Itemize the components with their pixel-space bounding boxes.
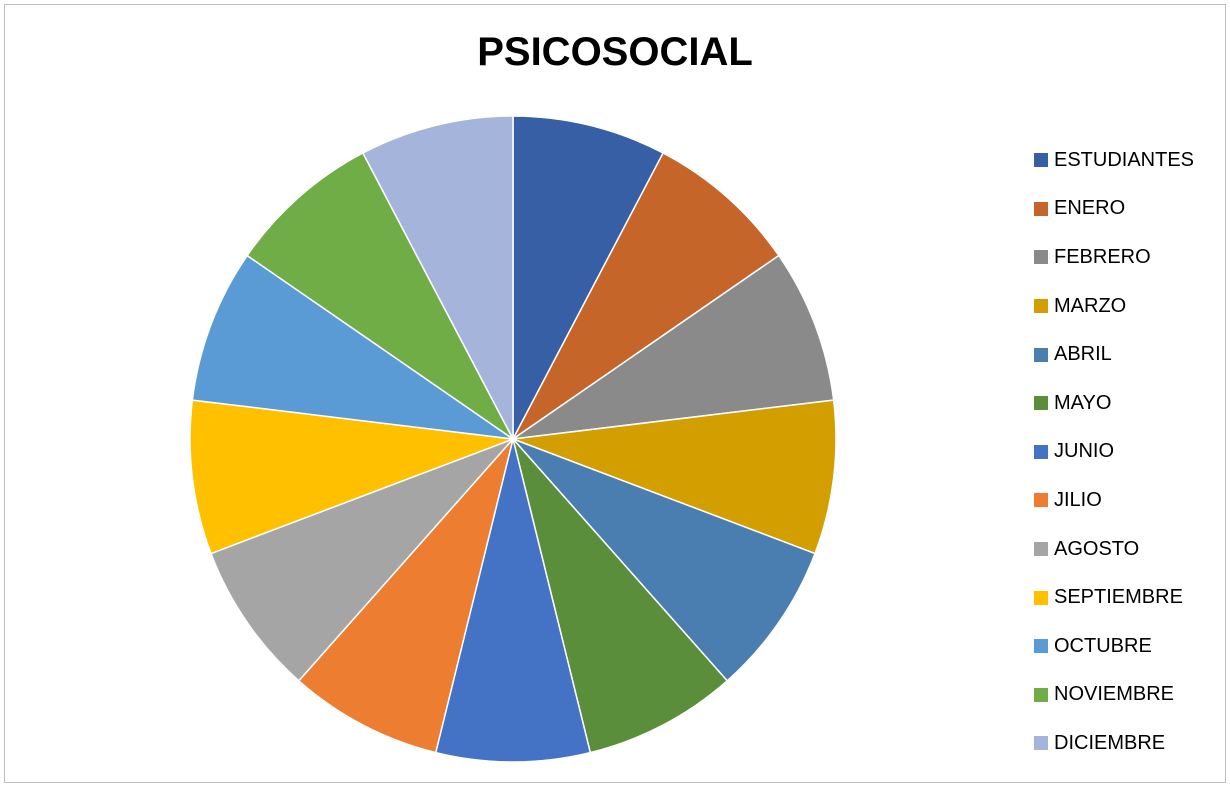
pie-slice-septiembre bbox=[189, 399, 514, 555]
pie-slice-noviembre bbox=[246, 151, 514, 440]
legend-label: AGOSTO bbox=[1054, 537, 1140, 560]
legend-swatch bbox=[1034, 542, 1048, 557]
legend-item-estudiantes: ESTUDIANTES bbox=[1034, 136, 1194, 185]
legend-swatch bbox=[1034, 250, 1048, 265]
legend-item-septiembre: SEPTIEMBRE bbox=[1034, 573, 1194, 622]
legend-swatch bbox=[1034, 201, 1048, 216]
legend-swatch bbox=[1034, 444, 1048, 459]
legend-label: ABRIL bbox=[1054, 343, 1112, 366]
legend-item-diciembre: DICIEMBRE bbox=[1034, 719, 1194, 768]
pie-slice-enero bbox=[512, 151, 780, 440]
legend-item-febrero: FEBRERO bbox=[1034, 233, 1194, 282]
legend-label: MARZO bbox=[1054, 294, 1127, 317]
legend-label: MAYO bbox=[1054, 391, 1112, 414]
legend-swatch bbox=[1034, 396, 1048, 411]
legend-swatch bbox=[1034, 639, 1048, 654]
legend-swatch bbox=[1034, 736, 1048, 751]
legend-label: ESTUDIANTES bbox=[1054, 148, 1195, 171]
legend-swatch bbox=[1034, 347, 1048, 362]
pie-slices bbox=[189, 115, 837, 763]
legend-label: NOVIEMBRE bbox=[1054, 683, 1175, 706]
legend-item-jilio: JILIO bbox=[1034, 476, 1194, 525]
pie-slice-octubre bbox=[191, 254, 514, 440]
legend-item-abril: ABRIL bbox=[1034, 330, 1194, 379]
legend-label: JUNIO bbox=[1054, 440, 1114, 463]
legend-swatch bbox=[1034, 687, 1048, 702]
chart-legend: ESTUDIANTES ENERO FEBRERO MARZO ABRIL MAYO JUN… bbox=[1034, 136, 1194, 768]
legend-label: SEPTIEMBRE bbox=[1054, 586, 1183, 609]
pie-slice-estudiantes bbox=[512, 115, 665, 440]
legend-label: JILIO bbox=[1054, 488, 1102, 511]
legend-swatch bbox=[1034, 299, 1048, 314]
legend-item-agosto: AGOSTO bbox=[1034, 525, 1194, 574]
legend-item-enero: ENERO bbox=[1034, 185, 1194, 234]
legend-label: OCTUBRE bbox=[1054, 634, 1152, 657]
legend-label: FEBRERO bbox=[1054, 245, 1151, 268]
pie-slice-marzo bbox=[512, 399, 837, 555]
legend-item-junio: JUNIO bbox=[1034, 428, 1194, 477]
pie-slice-febrero bbox=[512, 254, 835, 440]
legend-item-marzo: MARZO bbox=[1034, 282, 1194, 331]
legend-label: DICIEMBRE bbox=[1054, 731, 1166, 754]
pie-slice-junio bbox=[434, 438, 592, 763]
legend-swatch bbox=[1034, 153, 1048, 168]
pie-slice-abril bbox=[512, 438, 816, 682]
pie-slice-mayo bbox=[512, 438, 729, 754]
pie-slice-jilio bbox=[297, 438, 514, 754]
legend-label: ENERO bbox=[1054, 197, 1126, 220]
legend-item-octubre: OCTUBRE bbox=[1034, 622, 1194, 671]
legend-item-noviembre: NOVIEMBRE bbox=[1034, 671, 1194, 720]
pie-slice-diciembre bbox=[361, 115, 514, 440]
legend-swatch bbox=[1034, 590, 1048, 605]
legend-swatch bbox=[1034, 493, 1048, 508]
pie-slice-agosto bbox=[210, 438, 514, 682]
chart-title: PSICOSOCIAL bbox=[477, 30, 753, 74]
legend-item-mayo: MAYO bbox=[1034, 379, 1194, 428]
